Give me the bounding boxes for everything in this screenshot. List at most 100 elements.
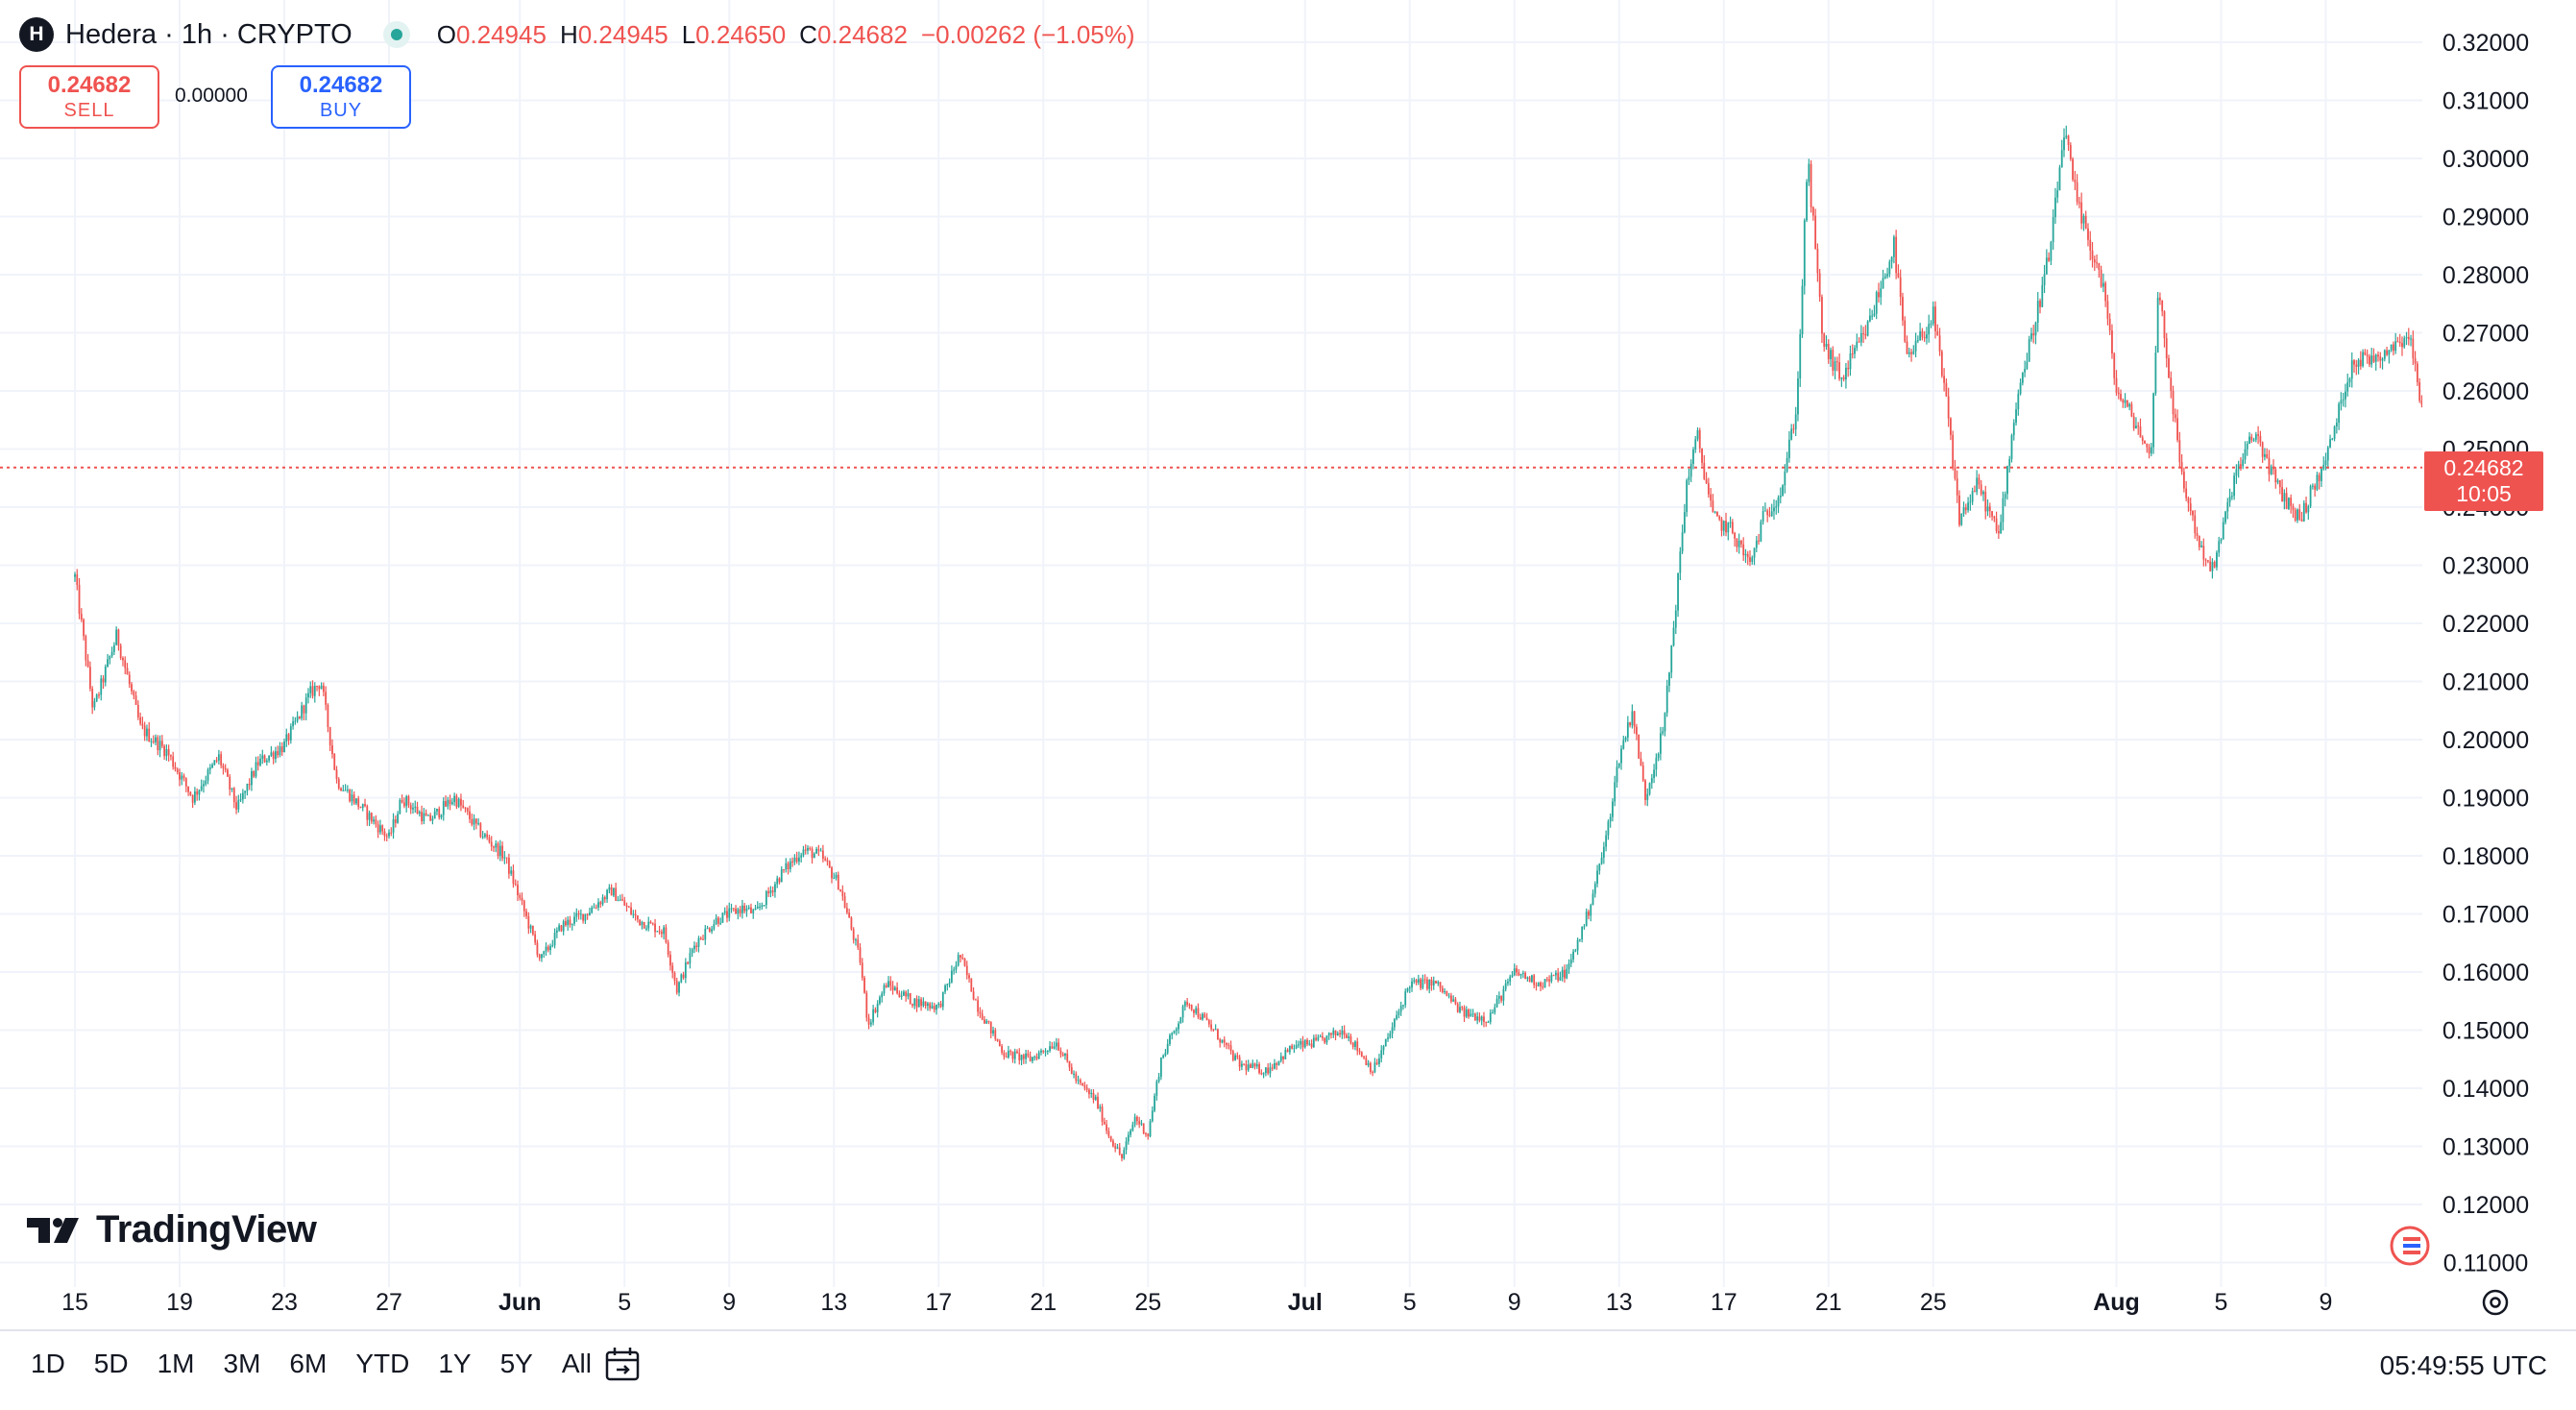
y-tick-label: 0.12000 bbox=[2442, 1192, 2529, 1219]
candle bbox=[704, 925, 707, 945]
candle bbox=[2311, 483, 2314, 490]
candle bbox=[2036, 292, 2039, 332]
range-all[interactable]: All bbox=[561, 1349, 592, 1378]
close-label: C bbox=[799, 19, 817, 49]
candle bbox=[2307, 504, 2310, 520]
price-axis[interactable]: 0.32000 0.31000 0.30000 0.29000 0.28000 0.270… bbox=[2422, 0, 2576, 1329]
candle bbox=[1746, 550, 1749, 566]
candle bbox=[855, 937, 857, 946]
candle bbox=[1934, 301, 1936, 339]
range-5y[interactable]: 5Y bbox=[499, 1349, 533, 1378]
candle bbox=[955, 960, 958, 974]
time-axis[interactable]: 15 19 23 27 Jun 5 9 13 17 21 25 Jul 5 9 13 17 21 25 Aug 5 9 bbox=[61, 1289, 2332, 1316]
candle bbox=[1075, 1071, 1078, 1084]
range-1d[interactable]: 1D bbox=[31, 1349, 65, 1378]
candle bbox=[2353, 358, 2355, 374]
x-tick-label: Jun bbox=[498, 1289, 541, 1316]
candle bbox=[905, 990, 908, 1002]
range-3m[interactable]: 3M bbox=[223, 1349, 261, 1378]
candle bbox=[436, 808, 438, 815]
candle bbox=[811, 846, 814, 864]
candle bbox=[1631, 704, 1634, 729]
candle bbox=[275, 746, 277, 764]
candle bbox=[1749, 549, 1751, 567]
candle bbox=[1330, 1033, 1332, 1039]
buy-button[interactable]: 0.24682 BUY bbox=[271, 65, 411, 129]
tradingview-logo[interactable]: TradingView bbox=[25, 1208, 317, 1252]
candle bbox=[1664, 712, 1666, 737]
candle bbox=[1602, 841, 1605, 864]
candle bbox=[787, 861, 790, 875]
candle bbox=[313, 682, 316, 703]
candle bbox=[2148, 444, 2151, 459]
candle bbox=[1033, 1055, 1036, 1061]
candle bbox=[1548, 975, 1550, 987]
candle bbox=[433, 808, 436, 819]
candle bbox=[1269, 1062, 1272, 1078]
candle bbox=[165, 744, 168, 762]
candle bbox=[1703, 454, 1706, 480]
candle bbox=[2338, 401, 2341, 430]
candle bbox=[2146, 443, 2149, 453]
candle bbox=[1834, 356, 1836, 379]
candle bbox=[1535, 982, 1538, 991]
candle bbox=[1454, 997, 1457, 1006]
candle bbox=[1665, 679, 1668, 717]
candle bbox=[2041, 277, 2044, 307]
symbol-title[interactable]: Hedera · 1h · CRYPTO bbox=[65, 18, 352, 50]
candle bbox=[421, 805, 423, 825]
price-chart[interactable]: 0.32000 0.31000 0.30000 0.29000 0.28000 0.270… bbox=[0, 0, 2576, 1329]
y-tick-label: 0.29000 bbox=[2442, 205, 2529, 231]
candle bbox=[261, 749, 264, 765]
candle bbox=[645, 925, 647, 932]
candle bbox=[272, 750, 275, 765]
candle bbox=[582, 913, 585, 924]
candle bbox=[2141, 435, 2144, 445]
candle bbox=[874, 1007, 877, 1014]
goto-date-icon[interactable] bbox=[603, 1345, 644, 1385]
candle bbox=[1811, 206, 1814, 221]
candle bbox=[2144, 440, 2146, 445]
candle bbox=[307, 688, 309, 704]
candle bbox=[1912, 345, 1915, 355]
candle bbox=[1175, 1027, 1178, 1035]
candle bbox=[1583, 924, 1586, 930]
candle bbox=[1133, 1113, 1136, 1128]
candle bbox=[1073, 1070, 1075, 1079]
candle bbox=[431, 815, 434, 825]
candle bbox=[2396, 336, 2399, 343]
candle bbox=[1452, 995, 1455, 1003]
x-tick-label: 5 bbox=[618, 1289, 631, 1316]
sell-button[interactable]: 0.24682 SELL bbox=[19, 65, 159, 129]
candle bbox=[2206, 559, 2209, 564]
candle bbox=[2106, 294, 2109, 326]
utc-clock[interactable]: 05:49:55 UTC bbox=[2379, 1350, 2547, 1380]
candle bbox=[1022, 1053, 1025, 1064]
candle bbox=[1906, 335, 1908, 354]
candle bbox=[939, 1001, 942, 1009]
range-6m[interactable]: 6M bbox=[289, 1349, 328, 1378]
range-1m[interactable]: 1M bbox=[157, 1349, 195, 1378]
flag-icon[interactable] bbox=[2390, 1226, 2430, 1266]
candle bbox=[660, 929, 663, 938]
range-5d[interactable]: 5D bbox=[93, 1349, 129, 1378]
candle bbox=[625, 902, 628, 912]
range-ytd[interactable]: YTD bbox=[355, 1349, 410, 1378]
candle bbox=[490, 836, 493, 851]
chart-settings-icon[interactable] bbox=[2478, 1285, 2513, 1320]
candle bbox=[2314, 483, 2317, 498]
range-1y[interactable]: 1Y bbox=[438, 1349, 472, 1378]
candle bbox=[349, 789, 352, 803]
candle bbox=[872, 1005, 875, 1026]
candle bbox=[857, 934, 860, 951]
candle bbox=[1840, 377, 1843, 387]
candle bbox=[170, 754, 172, 761]
candle bbox=[1585, 908, 1588, 927]
candle bbox=[636, 914, 639, 923]
candle bbox=[211, 763, 213, 769]
candle bbox=[1762, 505, 1764, 525]
candle bbox=[1576, 937, 1579, 956]
candle bbox=[1902, 292, 1904, 327]
candle bbox=[1252, 1059, 1254, 1069]
candle bbox=[2270, 464, 2272, 475]
